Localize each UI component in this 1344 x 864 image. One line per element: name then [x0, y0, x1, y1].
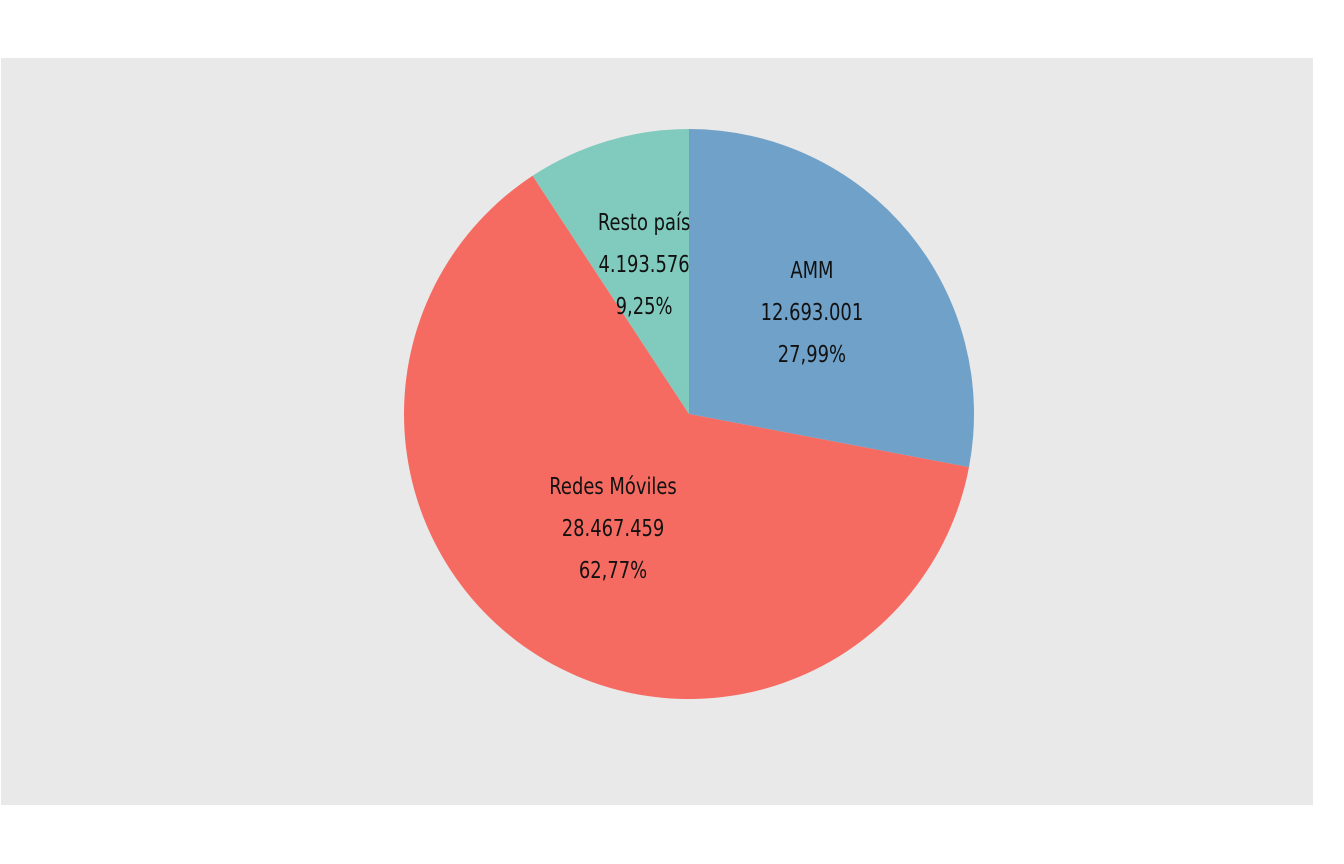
- pie-slice-resto-pais: [532, 129, 689, 414]
- pie-slices: [404, 129, 974, 699]
- slice-name-label-redes-moviles: Redes Móviles: [549, 473, 677, 500]
- pie-labels: AMM 12.693.001 27,99% Redes Móviles 28.467.4…: [549, 209, 863, 584]
- slice-percent-label-amm: 27,99%: [778, 341, 846, 368]
- pie-slice-amm: [689, 129, 974, 468]
- slice-value-label-redes-moviles: 28.467.459: [562, 515, 665, 542]
- slice-name-label-amm: AMM: [790, 257, 833, 284]
- slice-value-label-resto-pais: 4.193.576: [598, 251, 689, 278]
- slice-value-label-amm: 12.693.001: [761, 299, 864, 326]
- slice-percent-label-redes-moviles: 62,77%: [579, 557, 647, 584]
- slice-name-label-resto-pais: Resto país: [598, 209, 690, 236]
- slice-percent-label-resto-pais: 9,25%: [616, 293, 673, 320]
- pie-slice-redes-moviles: [404, 175, 969, 699]
